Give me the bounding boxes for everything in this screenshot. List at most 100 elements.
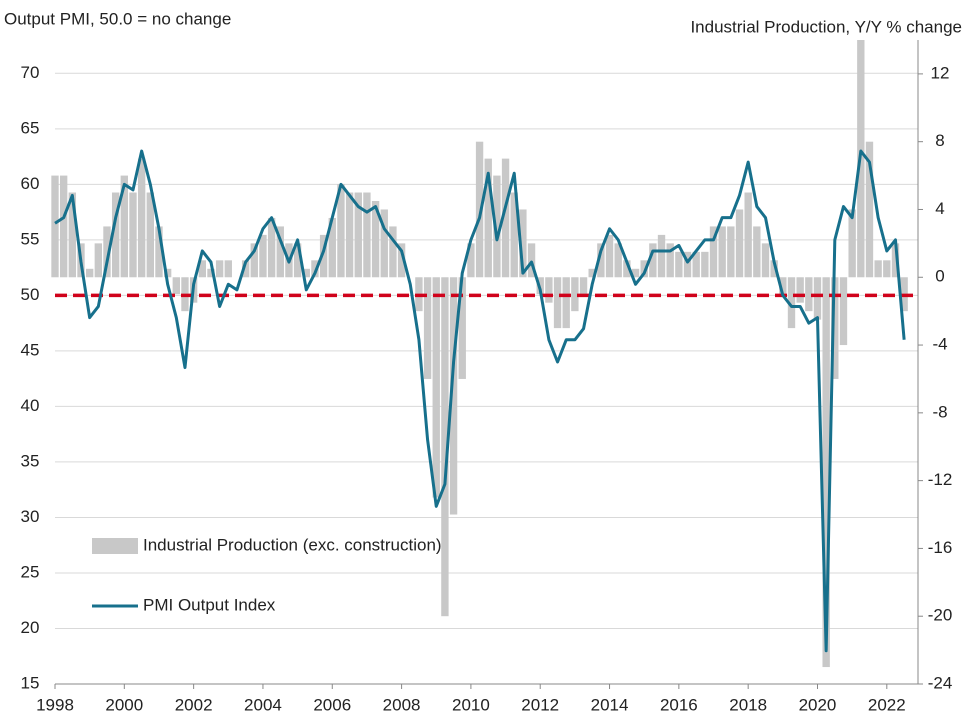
bar bbox=[293, 243, 302, 278]
y2-tick-label: 8 bbox=[935, 131, 944, 150]
y2-tick-label: 4 bbox=[935, 199, 944, 218]
bar bbox=[813, 277, 822, 320]
bar bbox=[493, 175, 501, 278]
x-tick-label: 2008 bbox=[383, 695, 421, 714]
x-tick-label: 2014 bbox=[591, 695, 629, 714]
bar bbox=[779, 277, 787, 295]
bar bbox=[883, 260, 891, 278]
legend-swatch bbox=[92, 538, 138, 554]
bar bbox=[328, 217, 336, 278]
bar bbox=[510, 192, 518, 278]
bar bbox=[207, 268, 215, 278]
x-tick-label: 2018 bbox=[729, 695, 767, 714]
bar bbox=[423, 277, 432, 379]
y2-tick-label: -20 bbox=[928, 606, 953, 625]
y2-axis-title: Industrial Production, Y/Y % change bbox=[690, 17, 962, 36]
bar bbox=[527, 243, 536, 278]
bar bbox=[267, 217, 276, 278]
y2-tick-label: -16 bbox=[928, 538, 953, 557]
bar bbox=[718, 226, 726, 278]
y-tick-label: 35 bbox=[21, 451, 40, 470]
y2-tick-label: -12 bbox=[928, 470, 953, 489]
bar bbox=[666, 243, 674, 278]
bar bbox=[311, 260, 319, 278]
y2-tick-label: -24 bbox=[928, 673, 953, 692]
bar bbox=[735, 209, 744, 278]
y2-tick-label: -8 bbox=[932, 402, 947, 421]
bar bbox=[753, 226, 761, 278]
bar bbox=[129, 192, 137, 278]
bar bbox=[683, 251, 692, 278]
bar bbox=[475, 141, 484, 278]
x-tick-label: 2022 bbox=[868, 695, 906, 714]
bar bbox=[259, 234, 267, 278]
bar bbox=[822, 277, 830, 668]
bar bbox=[519, 209, 527, 278]
bar bbox=[302, 268, 310, 278]
bar bbox=[198, 260, 206, 278]
y2-tick-label: 12 bbox=[931, 63, 950, 82]
bar bbox=[501, 158, 510, 278]
y-tick-label: 50 bbox=[21, 285, 40, 304]
bar bbox=[553, 277, 562, 329]
bar bbox=[215, 260, 224, 278]
bar bbox=[363, 192, 371, 278]
bar bbox=[120, 175, 128, 278]
y-tick-label: 20 bbox=[21, 618, 40, 637]
bar bbox=[605, 234, 614, 278]
y-tick-label: 25 bbox=[21, 562, 40, 581]
bar bbox=[805, 277, 813, 312]
bar bbox=[146, 192, 154, 278]
y-axis-title: Output PMI, 50.0 = no change bbox=[4, 9, 231, 28]
bar bbox=[155, 226, 163, 278]
bar bbox=[640, 260, 648, 278]
bar bbox=[761, 243, 770, 278]
bar bbox=[675, 251, 683, 278]
bar bbox=[51, 175, 59, 278]
bar bbox=[371, 201, 380, 278]
bar bbox=[614, 243, 622, 278]
bar bbox=[727, 226, 735, 278]
bar bbox=[562, 277, 570, 329]
bar bbox=[831, 277, 839, 379]
bar bbox=[484, 158, 492, 278]
bar bbox=[657, 234, 666, 278]
bar bbox=[172, 277, 180, 295]
bar bbox=[891, 243, 900, 278]
x-tick-label: 2000 bbox=[105, 695, 143, 714]
bar bbox=[111, 192, 120, 278]
y-tick-label: 60 bbox=[21, 174, 40, 193]
bar bbox=[380, 209, 388, 278]
bar bbox=[467, 243, 475, 278]
line bbox=[54, 149, 906, 653]
y-tick-label: 45 bbox=[21, 340, 40, 359]
x-tick-label: 1998 bbox=[36, 695, 74, 714]
bar bbox=[345, 192, 354, 278]
bar bbox=[137, 158, 146, 278]
y2-tick-label: -4 bbox=[932, 335, 947, 354]
bar bbox=[94, 243, 103, 278]
bar bbox=[354, 192, 362, 278]
bar bbox=[449, 277, 458, 515]
bar bbox=[571, 277, 579, 312]
y-tick-label: 65 bbox=[21, 118, 40, 137]
bar bbox=[839, 277, 848, 346]
x-tick-label: 2016 bbox=[660, 695, 698, 714]
y-tick-label: 15 bbox=[21, 673, 40, 692]
legend-label: PMI Output Index bbox=[143, 595, 276, 614]
bar bbox=[68, 192, 77, 278]
bar bbox=[59, 175, 68, 278]
bar bbox=[701, 251, 709, 278]
bar bbox=[337, 184, 345, 278]
bar bbox=[796, 277, 804, 303]
bar bbox=[787, 277, 796, 329]
bar bbox=[623, 260, 631, 278]
bar bbox=[163, 268, 172, 278]
x-tick-label: 2002 bbox=[175, 695, 213, 714]
bar bbox=[397, 243, 406, 278]
legend-label: Industrial Production (exc. construction… bbox=[143, 535, 442, 554]
bar bbox=[85, 268, 94, 278]
y-tick-label: 70 bbox=[21, 63, 40, 82]
x-tick-label: 2020 bbox=[799, 695, 837, 714]
